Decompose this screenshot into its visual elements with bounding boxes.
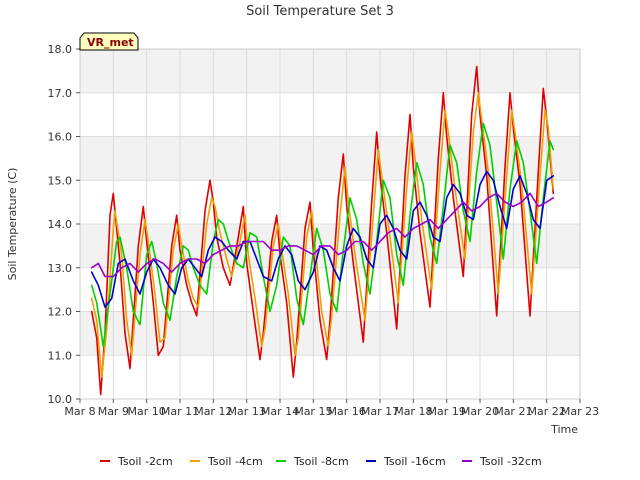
badge-shape	[79, 32, 139, 51]
series-line-tsoil-16cm	[90, 170, 555, 308]
series-lines	[90, 65, 555, 396]
y-tick-label: 10.0	[48, 393, 73, 406]
y-tick-label: 16.0	[48, 131, 73, 144]
legend-label: Tsoil -16cm	[383, 455, 446, 468]
x-tick-label: Mar 20	[461, 405, 499, 418]
vr-met-badge: VR_met	[79, 32, 139, 51]
legend-label: Tsoil -8cm	[293, 455, 349, 468]
x-tick-label: Mar 19	[428, 405, 466, 418]
legend-label: Tsoil -4cm	[207, 455, 263, 468]
x-tick-label: Mar 13	[228, 405, 266, 418]
legend: Tsoil -2cm Tsoil -4cm Tsoil -8cm Tsoil -16c…	[100, 455, 542, 468]
x-tick-label: Mar 9	[98, 405, 129, 418]
badge-label: VR_met	[87, 36, 134, 49]
y-tick-label: 18.0	[48, 43, 73, 56]
y-tick-label: 13.0	[48, 262, 73, 275]
plot-band	[80, 49, 580, 93]
y-axis-ticks: 10.0 11.0 12.0 13.0 14.0 15.0 16.0 17.0 18.0	[48, 43, 80, 406]
x-tick-label: Mar 22	[528, 405, 566, 418]
x-tick-label: Mar 11	[161, 405, 199, 418]
x-axis-label: Time	[550, 423, 578, 436]
y-axis-label: Soil Temperature (C)	[6, 168, 19, 281]
x-tick-label: Mar 15	[294, 405, 332, 418]
x-tick-label: Mar 12	[194, 405, 232, 418]
x-tick-label: Mar 14	[261, 405, 299, 418]
series-line-tsoil-2cm	[90, 65, 555, 396]
x-tick-label: Mar 16	[328, 405, 366, 418]
x-tick-label: Mar 10	[128, 405, 166, 418]
x-tick-label: Mar 21	[494, 405, 532, 418]
legend-label: Tsoil -2cm	[117, 455, 173, 468]
y-tick-label: 11.0	[48, 349, 73, 362]
plot-band	[80, 136, 580, 181]
x-tick-label: Mar 8	[64, 405, 95, 418]
series-line-tsoil-4cm	[90, 92, 555, 378]
series-line-tsoil-32cm	[90, 192, 555, 278]
x-tick-label: Mar 18	[394, 405, 432, 418]
y-tick-label: 14.0	[48, 218, 73, 231]
legend-label: Tsoil -32cm	[479, 455, 542, 468]
y-tick-label: 15.0	[48, 174, 73, 187]
x-tick-label: Mar 17	[361, 405, 399, 418]
y-tick-label: 17.0	[48, 87, 73, 100]
x-tick-label: Mar 23	[561, 405, 599, 418]
chart-title: Soil Temperature Set 3	[246, 4, 394, 19]
series-line-tsoil-8cm	[90, 122, 555, 348]
y-tick-label: 12.0	[48, 306, 73, 319]
